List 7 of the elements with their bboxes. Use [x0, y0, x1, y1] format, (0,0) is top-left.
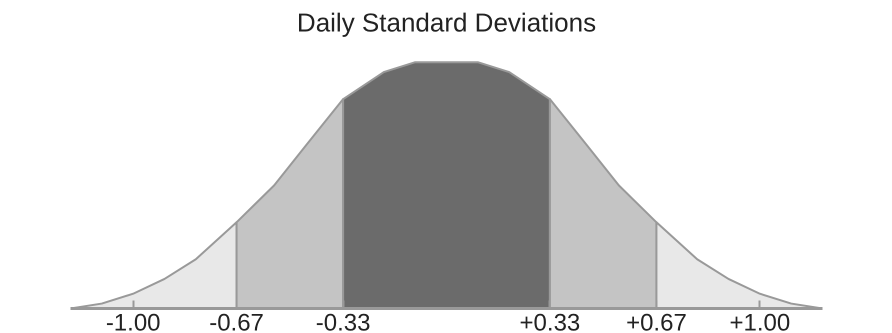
x-tick-label: -1.00: [106, 310, 161, 333]
x-tick-label: +0.33: [520, 310, 580, 333]
chart-title: Daily Standard Deviations: [296, 8, 596, 38]
x-tick-label: -0.33: [316, 310, 370, 333]
x-tick-label: -0.67: [209, 310, 264, 333]
x-tick-label: +1.00: [729, 310, 790, 333]
x-tick-label: +0.67: [626, 310, 687, 333]
